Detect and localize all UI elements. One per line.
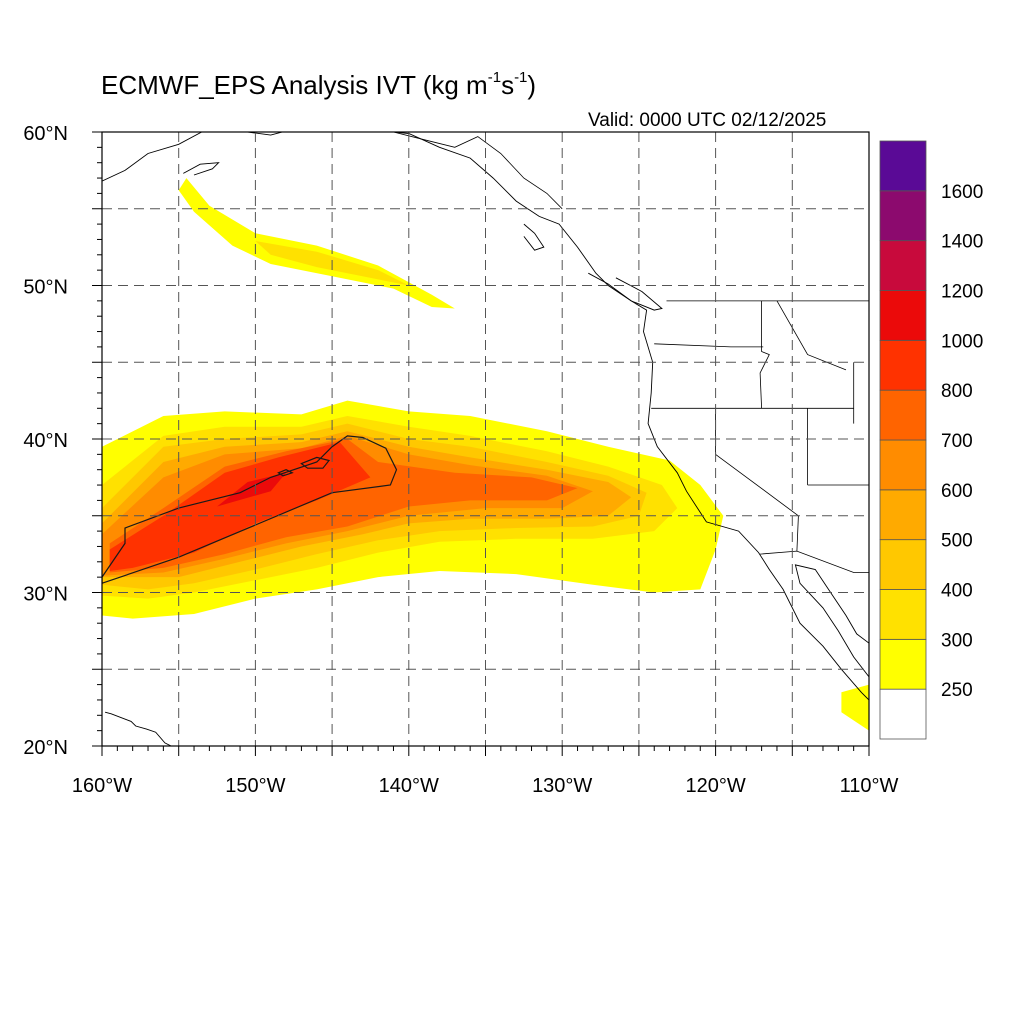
coastline-kodiak-island <box>183 162 220 176</box>
colorbar-swatch <box>879 190 927 242</box>
colorbar-swatch <box>879 439 927 491</box>
lon-tick-label: 160°W <box>72 775 132 797</box>
coastline-haida-gwaii <box>523 223 545 251</box>
lon-tick-label: 150°W <box>225 775 285 797</box>
ivt-shading-layer <box>102 178 869 731</box>
colorbar-tick-label: 500 <box>941 531 973 552</box>
lon-tick-label: 120°W <box>685 775 745 797</box>
lat-tick-label: 40°N <box>23 430 68 452</box>
gridline-layer <box>102 132 869 746</box>
colorbar-swatch <box>879 140 927 192</box>
colorbar-swatch <box>879 240 927 291</box>
colorbar-tick-label: 1200 <box>941 282 983 303</box>
ivt-contour-layer <box>102 435 398 584</box>
colorbar: 250 300 400 500 600 700 800 1000 1200 1400 1600 <box>879 140 983 740</box>
colorbar-tick-label: 250 <box>941 680 973 701</box>
coastline-vancouver-island <box>588 272 663 311</box>
coastline-hawaii-islands <box>104 711 173 746</box>
lat-tick-label: 60°N <box>23 123 68 145</box>
colorbar-swatch <box>879 539 927 590</box>
border-alaska-canada-border <box>393 132 563 210</box>
border-montana-idaho <box>776 300 847 371</box>
geography-layer <box>102 132 869 746</box>
lon-tick-label: 110°W <box>840 775 899 797</box>
colorbar-swatch <box>879 489 927 541</box>
colorbar-tick-label: 700 <box>941 431 973 452</box>
colorbar-tick-label: 400 <box>941 581 973 602</box>
colorbar-tick-label: 300 <box>941 630 973 651</box>
ivt-contour-800-2 <box>277 469 294 477</box>
colorbar-tick-label: 1000 <box>941 331 983 352</box>
lon-tick-label: 130°W <box>532 775 592 797</box>
lat-tick-label: 50°N <box>23 277 68 299</box>
map-title: ECMWF_EPS Analysis IVT (kg m-1s-1) <box>101 69 537 100</box>
colorbar-swatch <box>879 339 927 391</box>
colorbar-tick-label: 1600 <box>941 182 983 203</box>
lon-tick-label: 140°W <box>379 775 439 797</box>
coastline-baja-gulf-coast <box>794 564 869 678</box>
ivt-region-baja-plume <box>841 684 869 731</box>
valid-time-label: Valid: 0000 UTC 02/12/2025 <box>588 110 827 131</box>
colorbar-tick-label: 600 <box>941 481 973 502</box>
colorbar-tick-label: 800 <box>941 381 973 402</box>
border-idaho-west <box>759 300 770 409</box>
lat-tick-label: 30°N <box>23 584 68 606</box>
ivt-contour-800-1 <box>300 456 331 469</box>
lat-tick-label: 20°N <box>23 737 68 759</box>
coastline-gulf-of-alaska-coast <box>247 132 869 701</box>
colorbar-swatch <box>879 638 927 690</box>
border-us-mexico-border <box>760 550 869 573</box>
coastline-alaska-coast <box>102 132 203 182</box>
axis-ticks: 20°N 30°N 40°N 50°N 60°N 160°W 150°W 140°W 130°W… <box>23 123 898 797</box>
ivt-region-ar-core-1000 <box>217 472 287 507</box>
ivt-region-ar-core-800 <box>109 442 371 571</box>
border-california-nevada <box>715 408 799 552</box>
colorbar-tick-label: 1400 <box>941 232 983 253</box>
colorbar-swatch <box>879 688 927 740</box>
border-washington-oregon <box>654 343 764 348</box>
ivt-contour-800-0 <box>102 435 398 584</box>
colorbar-swatch <box>879 290 927 341</box>
colorbar-swatch <box>879 389 927 441</box>
colorbar-swatch <box>879 589 927 640</box>
